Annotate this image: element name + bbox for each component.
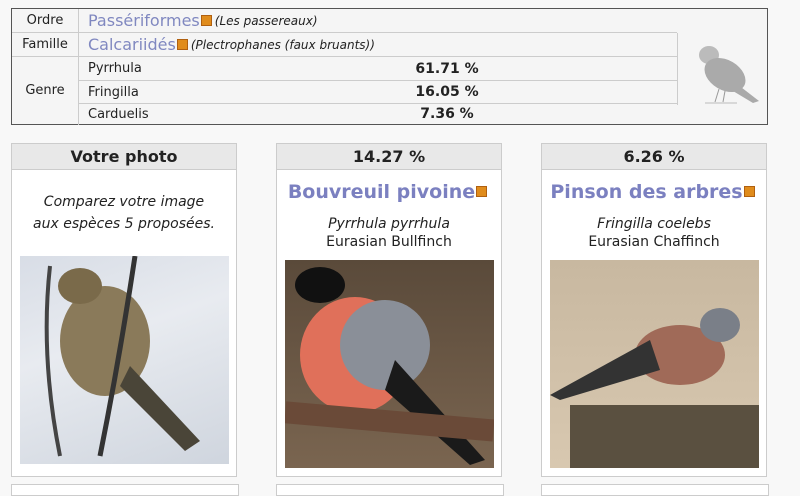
- scientific-name: Pyrrhula pyrrhula: [328, 216, 450, 232]
- common-name: Eurasian Bullfinch: [326, 234, 452, 250]
- genre-pct: 16.05 %: [415, 84, 479, 100]
- genre-name: Carduelis: [88, 107, 149, 122]
- user-photo: [20, 255, 229, 464]
- scientific-name: Fringilla coelebs: [597, 216, 711, 232]
- genre-row: Fringilla: [88, 81, 139, 103]
- ordre-label: Ordre: [12, 9, 79, 32]
- ordre-link[interactable]: Passériformes: [88, 11, 200, 30]
- species-link[interactable]: Bouvreuil pivoine: [287, 181, 476, 203]
- genre-row: Pyrrhula: [88, 57, 142, 80]
- genre-label: Genre: [12, 57, 79, 125]
- genre-pct: 7.36 %: [420, 106, 474, 122]
- external-link-icon[interactable]: [476, 186, 488, 197]
- card-text: Comparez votre image aux espèces 5 propo…: [33, 194, 215, 232]
- card-header: Votre photo: [12, 144, 236, 170]
- common-name: Eurasian Chaffinch: [588, 234, 720, 250]
- card-header: 14.27 %: [277, 144, 501, 170]
- your-photo-card: Votre photo Comparez votre image aux esp…: [11, 143, 237, 477]
- taxonomy-table: Ordre Passériformes (Les passereaux) Fami…: [11, 8, 768, 125]
- species-photo: [550, 260, 760, 468]
- external-link-icon[interactable]: [200, 15, 212, 26]
- genre-pct: 61.71 %: [415, 61, 479, 77]
- famille-label: Famille: [12, 33, 79, 56]
- genre-name: Pyrrhula: [88, 61, 142, 76]
- species-card-chaffinch[interactable]: 6.26 % Pinson des arbres Fringilla coele…: [541, 143, 767, 477]
- bird-silhouette-icon: [699, 46, 759, 104]
- card-header: 6.26 %: [542, 144, 766, 170]
- genre-row: Carduelis: [88, 104, 149, 125]
- famille-link[interactable]: Calcariidés: [88, 35, 176, 54]
- species-link[interactable]: Pinson des arbres: [550, 181, 743, 203]
- external-link-icon[interactable]: [743, 186, 755, 197]
- species-photo: [284, 260, 495, 468]
- species-card-bullfinch[interactable]: 14.27 % Bouvreuil pivoine Pyrrhula pyrrh…: [276, 143, 502, 477]
- genre-name: Fringilla: [88, 84, 139, 100]
- ordre-common: (Les passereaux): [214, 13, 318, 28]
- external-link-icon[interactable]: [176, 39, 188, 50]
- famille-common: (Plectrophanes (faux bruants)): [190, 37, 375, 52]
